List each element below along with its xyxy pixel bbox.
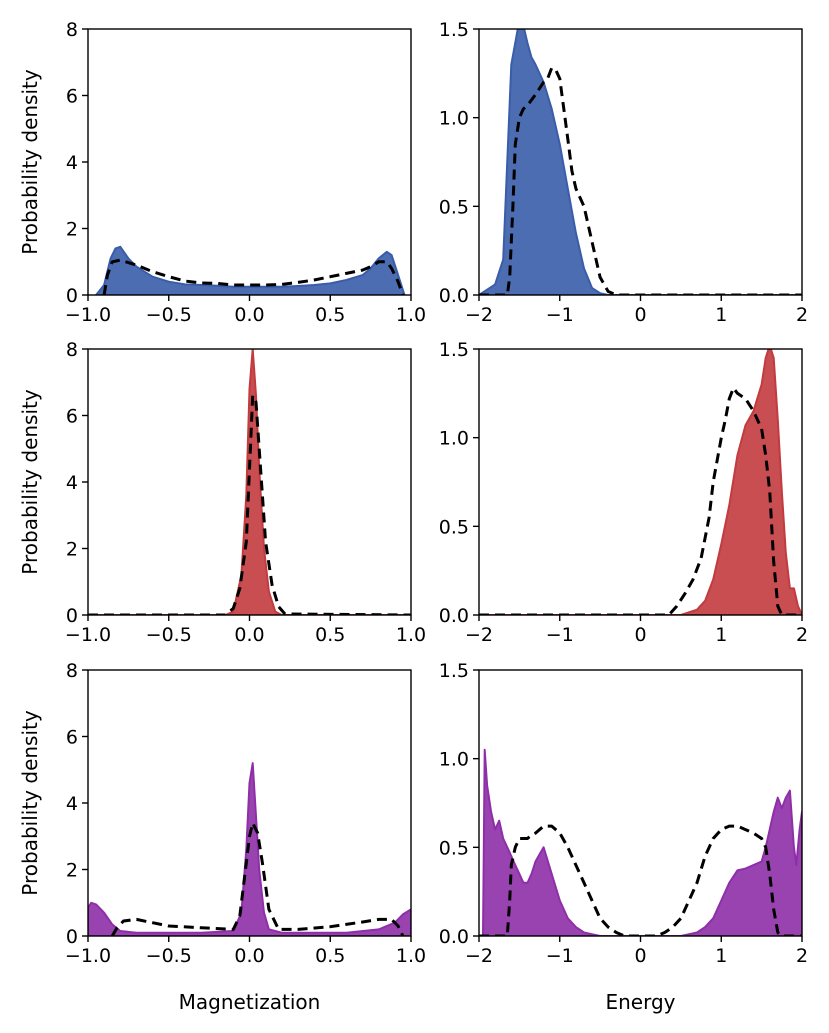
- y-tick-label: 2: [66, 860, 78, 882]
- x-tick-label: 0.5: [315, 304, 345, 326]
- dashed-density-line: [88, 394, 411, 615]
- y-tick-label: 2: [66, 539, 78, 561]
- x-tick-label: 1: [715, 304, 727, 326]
- plot-frame: [87, 28, 412, 296]
- y-axis-label: Probability density: [18, 69, 42, 255]
- y-tick-label: 0.5: [439, 196, 469, 218]
- x-tick-label: −1: [546, 304, 574, 326]
- x-tick-label: 1: [715, 945, 727, 967]
- y-tick-label: 0: [66, 926, 78, 948]
- dashed-density-line: [102, 258, 405, 295]
- x-tick-label: 0: [634, 624, 646, 646]
- filled-density-area: [482, 748, 802, 936]
- x-tick-label: 1.0: [396, 304, 426, 326]
- y-tick-label: 1.0: [439, 108, 469, 130]
- x-tick-label: 0.0: [234, 304, 264, 326]
- x-tick-label: 0: [634, 945, 646, 967]
- x-tick-label: 0.5: [315, 945, 345, 967]
- y-tick-label: 8: [66, 339, 78, 361]
- dashed-density-line: [110, 821, 405, 936]
- y-tick-label: 6: [66, 86, 78, 108]
- x-tick-label: 0.0: [234, 624, 264, 646]
- x-tick-label: −0.5: [146, 945, 192, 967]
- x-tick-label: 2: [796, 304, 808, 326]
- y-tick-label: 1.5: [439, 660, 469, 682]
- y-axis-label: Probability density: [18, 710, 42, 896]
- x-tick-label: 1.0: [396, 945, 426, 967]
- y-tick-label: 4: [66, 793, 78, 815]
- y-tick-label: 0.0: [439, 285, 469, 307]
- x-axis-label: Magnetization: [179, 990, 321, 1014]
- filled-density-area: [479, 349, 802, 615]
- y-tick-label: 6: [66, 727, 78, 749]
- x-tick-label: −0.5: [146, 624, 192, 646]
- panel-row3-energy: −2 −1 0 1 2 0.0 0.5 1.0 1.5 Energy: [439, 660, 808, 1014]
- x-tick-label: 2: [796, 945, 808, 967]
- x-tick-label: 1.0: [396, 624, 426, 646]
- panel-row3-magnetization: −1.0 −0.5 0.0 0.5 1.0 0 2 4 6 8 Probability densit…: [18, 660, 426, 1014]
- panel-row1-magnetization: −1.0 −0.5 0.0 0.5 1.0 0 2 4 6 8 Probability densit…: [18, 19, 426, 326]
- x-axis-label: Energy: [605, 990, 675, 1014]
- y-tick-label: 2: [66, 219, 78, 241]
- x-tick-label: −1: [546, 624, 574, 646]
- y-tick-label: 1.5: [439, 19, 469, 41]
- filled-density-area: [88, 762, 411, 936]
- x-tick-label: −2: [465, 624, 493, 646]
- x-tick-label: −2: [465, 945, 493, 967]
- x-tick-label: −0.5: [146, 304, 192, 326]
- dashed-density-line: [479, 66, 802, 295]
- y-tick-label: 0.0: [439, 605, 469, 627]
- x-tick-label: −1: [546, 945, 574, 967]
- panel-row2-magnetization: −1.0 −0.5 0.0 0.5 1.0 0 2 4 6 8 Probability densit…: [18, 339, 426, 646]
- y-tick-label: 0.0: [439, 926, 469, 948]
- y-tick-label: 1.0: [439, 428, 469, 450]
- x-tick-label: −1.0: [65, 945, 111, 967]
- x-tick-label: 1: [715, 624, 727, 646]
- x-tick-label: −1.0: [65, 624, 111, 646]
- filled-density-area: [95, 245, 406, 295]
- y-tick-label: 1.0: [439, 749, 469, 771]
- dashed-density-line: [479, 386, 802, 615]
- x-tick-label: 0.0: [234, 945, 264, 967]
- x-tick-label: 0.5: [315, 624, 345, 646]
- y-tick-label: 8: [66, 660, 78, 682]
- panel-row2-energy: −2 −1 0 1 2 0.0 0.5 1.0 1.5: [439, 339, 808, 646]
- y-tick-label: 4: [66, 152, 78, 174]
- x-tick-label: 2: [796, 624, 808, 646]
- y-tick-label: 8: [66, 19, 78, 41]
- y-tick-label: 0: [66, 605, 78, 627]
- x-tick-label: −1.0: [65, 304, 111, 326]
- y-tick-label: 1.5: [439, 339, 469, 361]
- dashed-density-line: [479, 824, 802, 936]
- filled-density-area: [479, 29, 802, 295]
- y-axis-label: Probability density: [18, 389, 42, 575]
- y-tick-label: 6: [66, 406, 78, 428]
- x-tick-label: 0: [634, 304, 646, 326]
- panel-row1-energy: −2 −1 0 1 2 0.0 0.5 1.0 1.5: [439, 19, 808, 326]
- y-tick-label: 0.5: [439, 837, 469, 859]
- y-tick-label: 4: [66, 472, 78, 494]
- x-tick-label: −2: [465, 304, 493, 326]
- y-tick-label: 0: [66, 285, 78, 307]
- y-tick-label: 0.5: [439, 516, 469, 538]
